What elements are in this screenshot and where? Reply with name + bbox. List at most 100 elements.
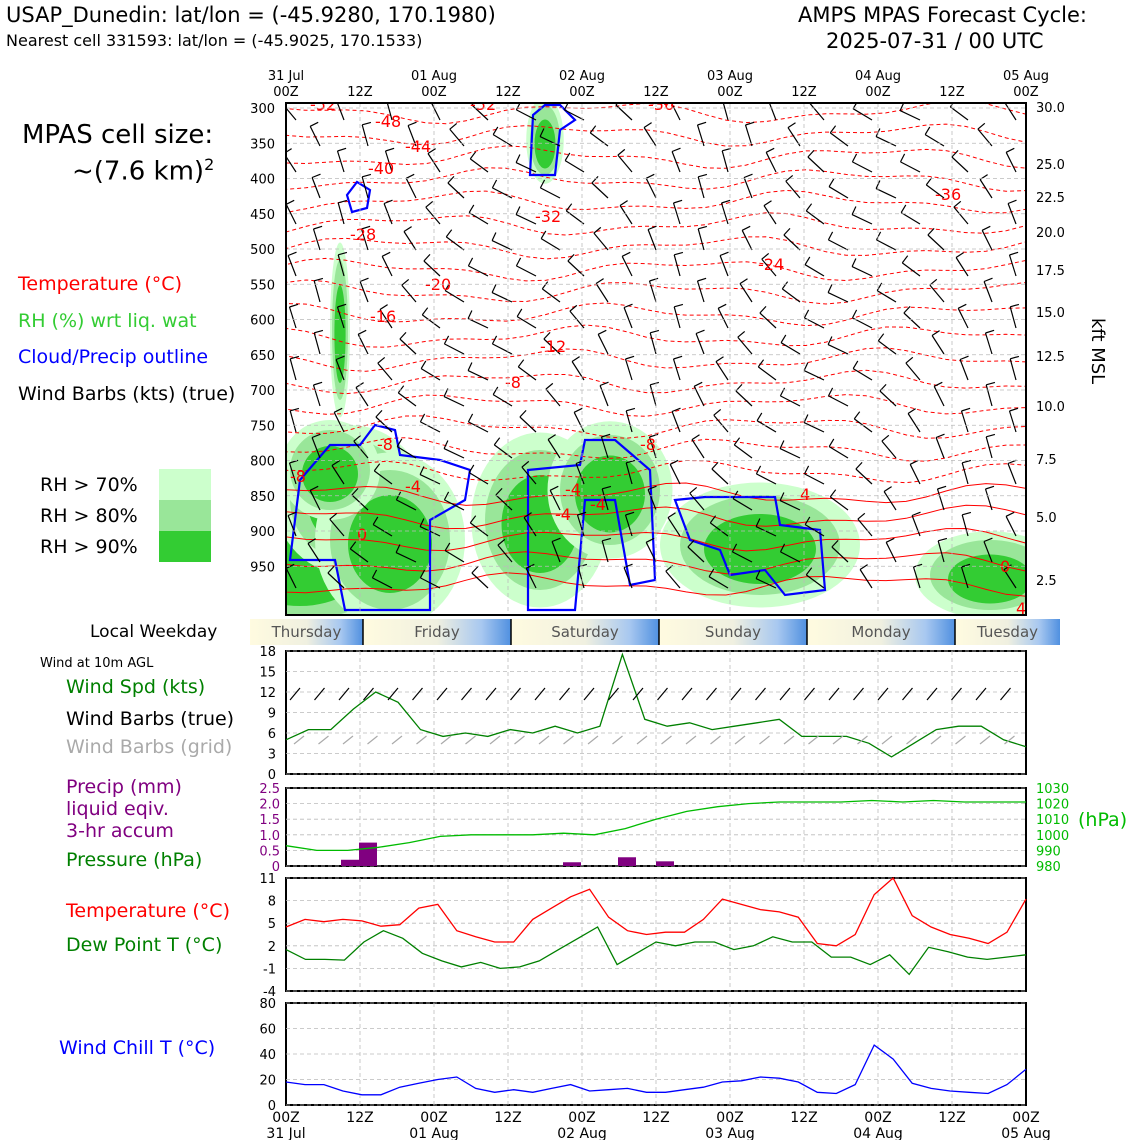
wind-barb <box>361 124 369 147</box>
wind-barb-flag <box>986 381 996 386</box>
kft-tick-label: 12.5 <box>1036 350 1065 365</box>
wind-barb-flag <box>831 539 839 548</box>
wind-barb <box>359 281 369 303</box>
cloud-outline <box>288 423 472 612</box>
hour-tick-label: 12Z <box>938 1110 965 1126</box>
wind-barb <box>307 543 321 563</box>
wind-barb <box>961 462 969 485</box>
grid-wind-barb <box>440 735 452 745</box>
wind-barb-flag <box>674 303 684 308</box>
temperature-contour <box>286 527 1026 552</box>
wind-barb <box>697 176 705 199</box>
wind-barb <box>624 514 633 537</box>
wind-barb <box>543 338 561 355</box>
wind-barb <box>469 158 489 173</box>
wind-barb <box>623 567 633 589</box>
y-tick-label: 15 <box>259 666 276 681</box>
wind-barb-flag <box>647 225 657 231</box>
wind-barb-flag <box>625 355 635 360</box>
wind-barb-flag <box>875 180 881 189</box>
wind-barb <box>926 687 938 701</box>
date-tick-label: 01 Aug <box>409 1126 459 1140</box>
wind-barb <box>657 687 668 701</box>
wind-barb <box>309 490 321 511</box>
precip-bar <box>359 842 377 866</box>
wind-barb-flag <box>309 121 319 127</box>
wind-barb <box>755 687 766 701</box>
pressure-tick-label: 990 <box>1036 844 1061 859</box>
wind-barb-flag <box>468 204 475 213</box>
temperature-line <box>285 876 1027 947</box>
wind-barb <box>286 107 297 121</box>
cycle-time: 2025-07-31 / 00 UTC <box>826 29 1044 53</box>
wind-barb <box>412 687 423 701</box>
legend-rh90: RH > 90% <box>40 536 138 558</box>
legend-swatch-rh70 <box>159 469 211 500</box>
wind-barb <box>883 491 897 511</box>
wind-barb-flag <box>768 96 776 99</box>
temperature-label: -44 <box>405 137 431 156</box>
legend-rh80: RH > 80% <box>40 505 138 527</box>
wind-barb-flag <box>595 278 604 285</box>
wind-barb <box>927 234 945 251</box>
wind-barb <box>564 160 585 173</box>
kft-tick-label: 20.0 <box>1036 226 1065 241</box>
wind-barb-flag <box>715 356 724 363</box>
rh90-area <box>302 446 358 502</box>
wind-barb-flag <box>419 518 425 527</box>
station-title: USAP_Dunedin: lat/lon = (-45.9280, 170.1… <box>6 3 496 27</box>
weekday-band <box>955 619 1060 645</box>
wind-barb <box>645 178 657 199</box>
temperature-contour <box>286 437 1026 462</box>
wind-barb <box>1008 254 1017 277</box>
wind-barb <box>953 206 969 225</box>
grid-wind-barb <box>881 735 893 745</box>
wind-barb-flag <box>903 305 911 314</box>
wind-barb <box>591 182 609 199</box>
wind-barb <box>333 412 345 433</box>
wind-barb <box>425 206 441 225</box>
wind-barb <box>671 151 681 173</box>
wind-barb <box>831 546 849 563</box>
precip-tick-label: 0 <box>272 860 280 875</box>
wind-barb <box>804 687 815 701</box>
temperature-label: -28 <box>350 225 376 244</box>
grid-wind-barb <box>759 735 770 745</box>
wind-barb <box>720 202 729 225</box>
wind-barb <box>534 687 546 701</box>
wind-barb <box>981 230 993 251</box>
grid-wind-barb <box>391 735 403 745</box>
wind-barb <box>876 239 897 251</box>
wind-barb-flag <box>959 355 969 361</box>
wind-barb <box>721 150 729 173</box>
wind-barb <box>803 370 825 381</box>
wind-barb-flag <box>962 511 972 516</box>
wind-barb <box>876 290 897 303</box>
wind-barb <box>599 385 609 407</box>
wind-barb-flag <box>372 516 379 525</box>
wind-barb <box>975 687 987 701</box>
wind-barb-flag <box>759 305 767 314</box>
wind-barb <box>647 489 657 511</box>
wind-barb <box>984 488 993 511</box>
wind-barb <box>539 136 561 147</box>
wind-barb-flag <box>883 486 892 493</box>
pressure-tick-label: 1030 <box>1036 782 1069 797</box>
wind-barb <box>401 284 417 303</box>
wind-barb-flag <box>935 433 945 439</box>
wind-barb-flag <box>379 304 388 311</box>
wind-barb-flag <box>617 148 626 156</box>
wind-barb-flag <box>852 103 858 110</box>
wind-barb-flag <box>765 147 775 153</box>
wind-barb-flag <box>763 200 772 207</box>
wind-barb-flag <box>419 466 425 475</box>
wind-barb <box>743 177 753 199</box>
date-tick-label: 05 Aug <box>1001 1126 1051 1140</box>
hour-tick-label: 00Z <box>716 1110 743 1126</box>
wind-barb <box>951 687 962 701</box>
wind-barb <box>648 436 657 459</box>
wind-barb <box>608 687 619 701</box>
wind-barb-flag <box>425 200 434 208</box>
wind-barb <box>567 260 585 277</box>
legend-swatch-rh90 <box>159 531 211 562</box>
